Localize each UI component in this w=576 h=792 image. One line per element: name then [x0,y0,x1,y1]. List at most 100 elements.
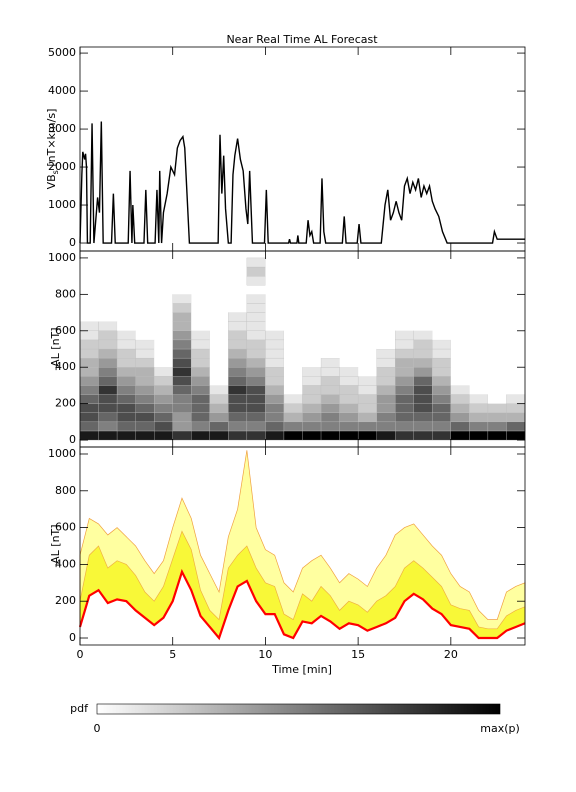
pdf-cell [376,330,396,340]
pdf-cell [376,285,396,295]
pdf-cell [487,276,507,286]
pdf-cell [506,303,525,313]
pdf-cell [154,421,173,432]
pdf-cell [395,367,414,377]
pdf-cell [246,275,266,286]
pdf-cell [413,385,433,395]
pdf-cell [469,294,488,304]
pdf-cell [228,376,248,386]
pdf-cell [154,403,173,413]
pdf-cell [450,276,470,286]
pdf-cell [98,403,118,413]
pdf-cell [172,312,192,322]
pdf-cell [283,276,303,286]
pdf-cell [209,403,229,413]
pdf-cell [283,349,303,359]
pdf-cell [506,267,525,277]
pdf-cell [246,266,266,277]
pdf-cell [228,276,247,286]
pdf-cell [98,385,118,395]
data-line [79,121,525,244]
pdf-cell [469,285,488,295]
pdf-cell [135,285,155,295]
pdf-cell [413,403,433,413]
pdf-cell [376,339,396,349]
pdf-cell [395,257,414,268]
pdf-cell [432,430,451,441]
pdf-cell [228,357,248,368]
pdf-cell [302,421,322,432]
pdf-cell [191,276,210,286]
x-tick-label: 10 [258,648,272,661]
pdf-cell [339,330,359,340]
pdf-cell [395,421,414,432]
pdf-cell [487,367,507,377]
pdf-cell [172,430,192,441]
pdf-cell [80,257,99,268]
pdf-cell [358,349,377,359]
pdf-cell [320,421,340,432]
pdf-cell [228,285,247,295]
pdf-cell [320,403,340,413]
pdf-cell [191,385,210,395]
pdf-cell [376,367,396,377]
pdf-cell [376,294,396,304]
pdf-cell [154,367,173,377]
pdf-cell [135,276,155,286]
pdf-cell [302,412,322,423]
pdf-cell [209,385,229,395]
pdf-cell [376,412,396,423]
pdf-cell [98,257,118,268]
pdf-cell [98,412,118,423]
pdf-cell [172,412,192,423]
pdf-cell [302,321,322,331]
pdf-cell [413,421,433,432]
pdf-cell [358,321,377,331]
pdf-cell [98,303,118,313]
pdf-cell [283,421,303,432]
pdf-cell [172,285,192,295]
pdf-cell [432,294,451,304]
pdf-cell [339,430,359,441]
pdf-cell [469,267,488,277]
y-tick-label: 0 [69,433,76,446]
pdf-cell [395,267,414,277]
pdf-cell [79,430,99,441]
pdf-cell [228,303,247,313]
pdf-cell [98,321,118,331]
pdf-cell [191,267,210,277]
pdf-cell [135,267,155,277]
pdf-cell [172,421,192,432]
pdf-cell [487,321,507,331]
pdf-cell [246,294,266,304]
colorbar [96,703,501,715]
pdf-cell [172,321,192,331]
pdf-cell [209,276,229,286]
pdf-cell [413,321,433,331]
pdf-cell [432,276,451,286]
pdf-cell [339,358,359,368]
pdf-cell [191,376,210,386]
pdf-cell [154,267,173,277]
pdf-cell [172,376,192,386]
pdf-cell [265,394,285,404]
pdf-cell [98,267,118,277]
y-tick-label: 600 [55,324,76,337]
pdf-cell [246,348,266,359]
pdf-cell [117,285,136,295]
pdf-cell [79,357,99,368]
median-line [78,568,526,641]
pdf-cell [116,357,136,368]
pdf-cell [191,303,210,313]
x-tick-label: 0 [77,648,84,661]
pdf-cell [98,312,118,322]
pdf-cell [117,303,136,313]
pdf-cell [450,285,470,295]
y-tick-label: 1000 [48,198,76,211]
x-tick-label: 5 [169,648,176,661]
pdf-cell [283,430,303,441]
pdf-cell [135,421,155,432]
pdf-cell [302,430,322,441]
colorbar-min-label: 0 [94,722,101,735]
pdf-cell [469,257,488,268]
